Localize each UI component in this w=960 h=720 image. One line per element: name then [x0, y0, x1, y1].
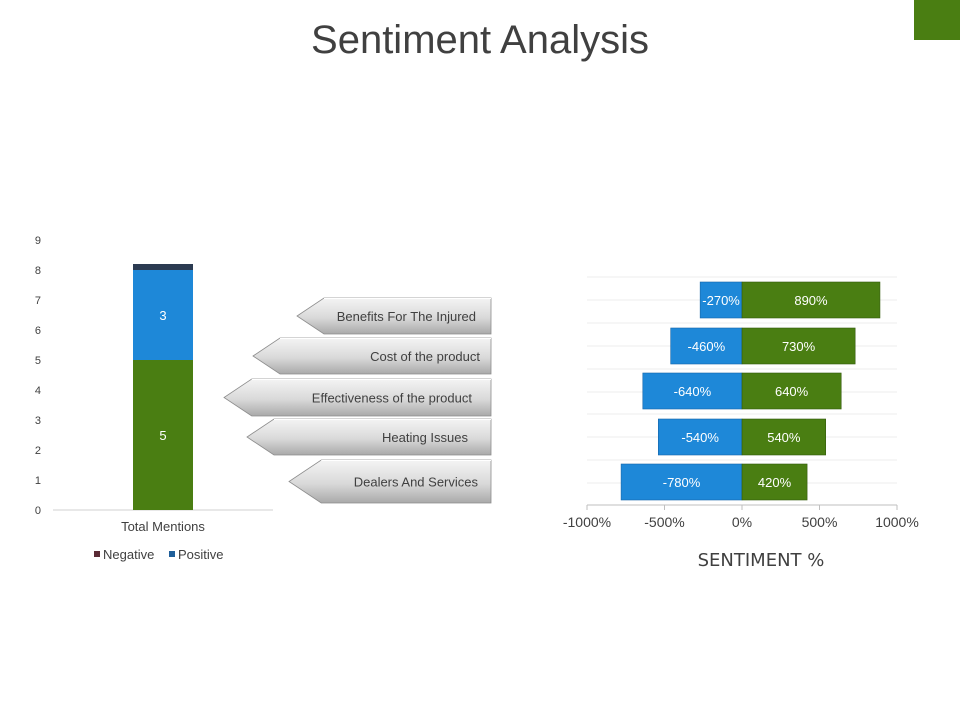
arrow-category-label: Heating Issues [382, 430, 468, 445]
stack-segment [133, 270, 193, 360]
stacked-bars: 53 [133, 264, 193, 510]
legend-label-negative: Negative [103, 547, 154, 562]
diverging-bars: -270% 890% -460% 730% -640% 640% -540% 540% -780… [620, 281, 881, 501]
positive-bar [741, 463, 808, 501]
y-tick-label: 8 [35, 265, 41, 277]
x-tick-label: -500% [644, 514, 684, 530]
x-tick-label: 500% [802, 514, 838, 530]
segment-value-label: 3 [159, 308, 166, 323]
category-arrows: Benefits For The Injured Cost of the prod… [223, 297, 492, 504]
negative-bar [642, 372, 743, 410]
arrow-category-label: Dealers And Services [354, 475, 479, 490]
category-arrow: Effectiveness of the product [223, 378, 492, 417]
y-tick-label: 7 [35, 295, 41, 307]
negative-value-label: -640% [674, 384, 712, 399]
negative-bar [699, 281, 743, 319]
y-tick-label: 1 [35, 475, 41, 487]
category-arrow: Cost of the product [252, 337, 492, 375]
y-tick-label: 2 [35, 445, 41, 457]
segment-value-label: 5 [159, 428, 166, 443]
category-arrow: Heating Issues [246, 418, 492, 456]
category-arrow: Dealers And Services [288, 459, 492, 504]
stack-segment [133, 360, 193, 510]
y-tick-label: 6 [35, 325, 41, 337]
x-axis-ticks: -1000% -500% 0% 500% 1000% [563, 505, 919, 530]
page-title: Sentiment Analysis [311, 18, 649, 62]
negative-bar [670, 327, 743, 365]
x-tick-label: 1000% [875, 514, 919, 530]
positive-value-label: 640% [775, 384, 809, 399]
y-tick-label: 9 [35, 235, 41, 247]
negative-bar [657, 418, 743, 456]
negative-value-label: -780% [663, 475, 701, 490]
negative-value-label: -460% [688, 339, 726, 354]
y-tick-label: 5 [35, 355, 41, 367]
negative-value-label: -270% [702, 293, 740, 308]
negative-bar [620, 463, 743, 501]
arrow-category-label: Cost of the product [370, 349, 480, 364]
y-tick-label: 4 [35, 385, 41, 397]
positive-value-label: 730% [782, 339, 816, 354]
stack-segment [133, 264, 193, 270]
category-arrow: Benefits For The Injured [296, 297, 492, 335]
x-tick-label: -1000% [563, 514, 611, 530]
diverging-bar-chart: -270% 890% -460% 730% -640% 640% -540% 540% -780… [563, 276, 919, 571]
positive-bar [741, 327, 856, 365]
legend: Negative Positive [94, 547, 224, 562]
x-tick-label: 0% [732, 514, 752, 530]
accent-square [914, 0, 960, 40]
positive-bar [741, 418, 826, 456]
x-axis-title: SENTIMENT % [698, 550, 825, 571]
legend-swatch-negative [94, 551, 100, 557]
positive-value-label: 540% [767, 430, 801, 445]
arrow-category-label: Effectiveness of the product [312, 391, 473, 406]
y-tick-label: 0 [35, 505, 41, 517]
positive-value-label: 890% [794, 293, 828, 308]
arrow-category-label: Benefits For The Injured [337, 309, 476, 324]
y-tick-label: 3 [35, 415, 41, 427]
y-axis-ticks: 0 1 2 3 4 5 6 7 8 9 [35, 235, 41, 517]
x-category-label: Total Mentions [121, 519, 205, 534]
positive-bar [741, 281, 881, 319]
negative-value-label: -540% [681, 430, 719, 445]
legend-label-positive: Positive [178, 547, 224, 562]
positive-bar [741, 372, 842, 410]
positive-value-label: 420% [758, 475, 792, 490]
legend-swatch-positive [169, 551, 175, 557]
